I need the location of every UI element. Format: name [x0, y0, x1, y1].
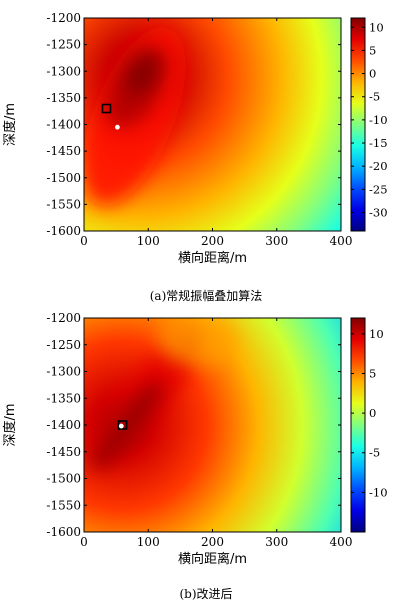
heatmap: [84, 18, 341, 231]
y-tick-label: -1350: [46, 91, 81, 105]
y-tick-label: -1300: [46, 64, 81, 78]
colorbar-tick-label: -5: [369, 90, 380, 104]
figure-caption: (b)改进后: [179, 587, 232, 601]
y-tick-label: -1500: [46, 472, 81, 486]
colorbar-tick-label: 10: [369, 20, 384, 34]
colorbar-tick-label: 10: [369, 327, 384, 341]
colorbar-tick-label: -20: [369, 159, 388, 173]
colorbar-tick-label: 0: [369, 406, 376, 420]
circle-marker: [115, 124, 120, 130]
y-tick-label: -1350: [46, 391, 81, 405]
colorbar-tick-label: -30: [369, 205, 388, 219]
y-tick-label: -1600: [46, 224, 81, 238]
y-tick-label: -1300: [46, 365, 81, 379]
colorbar-tick-label: -10: [369, 113, 388, 127]
y-tick-label: -1550: [46, 498, 81, 512]
x-tick-label: 0: [80, 535, 88, 549]
y-tick-label: -1400: [46, 118, 81, 132]
y-tick-label: -1550: [46, 197, 81, 211]
figure-caption: (a)常规振幅叠加算法: [150, 288, 263, 303]
heatmap-core: [91, 380, 164, 470]
colorbar-tick-label: -25: [369, 182, 388, 196]
square-marker: [117, 420, 128, 430]
y-tick-label: -1250: [46, 338, 81, 352]
x-tick-label: 400: [330, 234, 353, 248]
colorbar-tick-label: 5: [369, 366, 376, 380]
y-axis-label: 深度/m: [2, 403, 18, 446]
chart-panel-a: 0 100 200 300 400-1200-1250-1300-1350-1400-1…: [2, 11, 388, 303]
y-tick-label: -1250: [46, 38, 81, 52]
x-tick-label: 400: [330, 535, 353, 549]
x-tick-label: 100: [137, 234, 160, 248]
colorbar-tick-label: -10: [369, 485, 388, 499]
y-tick-label: -1200: [46, 11, 81, 25]
y-tick-label: -1450: [46, 144, 81, 158]
colorbar: [350, 317, 366, 533]
y-tick-label: -1400: [46, 418, 81, 432]
heatmap-peak: [126, 54, 157, 95]
y-tick-label: -1500: [46, 171, 81, 185]
colorbar: [350, 17, 366, 232]
square-marker: [101, 103, 112, 114]
x-axis-label: 横向距离/m: [178, 250, 247, 266]
colorbar-tick-label: -15: [369, 136, 388, 150]
y-tick-label: -1450: [46, 445, 81, 459]
x-tick-label: 300: [265, 535, 288, 549]
x-tick-label: 200: [201, 535, 224, 549]
x-tick-label: 100: [137, 535, 160, 549]
heatmap-lobe: [157, 318, 238, 366]
x-tick-label: 0: [80, 234, 88, 248]
colorbar-tick-label: 0: [369, 67, 376, 81]
y-tick-label: -1600: [46, 525, 81, 539]
x-tick-label: 200: [201, 234, 224, 248]
x-tick-label: 300: [265, 234, 288, 248]
colorbar-tick-label: -5: [369, 446, 380, 460]
y-axis-label: 深度/m: [2, 103, 18, 146]
colorbar-tick-label: 5: [369, 43, 376, 57]
heatmap: [84, 318, 341, 532]
circle-marker: [118, 423, 124, 429]
chart-panel-b: 0 100 200 300 400-1200-1250-1300-1350-1400-1…: [2, 311, 388, 601]
x-axis-label: 横向距离/m: [178, 551, 247, 567]
y-tick-label: -1200: [46, 311, 81, 325]
